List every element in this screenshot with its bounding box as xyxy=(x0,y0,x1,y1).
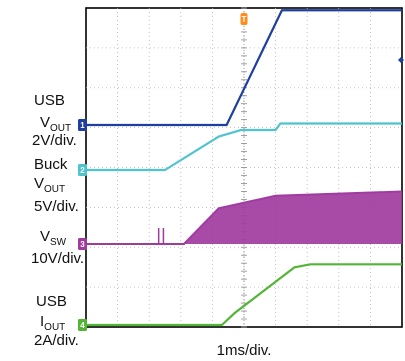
waveform-traces xyxy=(86,9,403,327)
ch1-label-line2: VOUT xyxy=(40,114,71,134)
ch2-label-line2: VOUT xyxy=(34,175,65,195)
ch4-label-line2: IOUT xyxy=(40,313,65,333)
ch3-marker-label: 3 xyxy=(80,240,85,249)
ch1-label-line1: USB xyxy=(34,92,65,109)
ch2-trace xyxy=(86,122,402,172)
ch3-ground-marker xyxy=(78,238,87,250)
channel-markers: 1 2 3 4 T xyxy=(78,13,404,331)
ch2-ground-marker xyxy=(78,164,87,176)
ch4-label-scale: 2A/div. xyxy=(34,332,79,349)
graticule xyxy=(86,7,402,328)
trigger-marker-label: T xyxy=(242,15,247,24)
ch4-marker-label: 4 xyxy=(80,321,85,330)
trigger-marker xyxy=(240,13,248,25)
ch4-label-line1: USB xyxy=(36,293,67,310)
trigger-level-marker xyxy=(398,57,404,63)
ch3-label-scale: 10V/div. xyxy=(31,250,84,267)
ch1-ground-marker xyxy=(78,119,87,131)
ch2-label-line1: Buck xyxy=(34,156,68,173)
ch2-label-scale: 5V/div. xyxy=(34,198,79,215)
ch1-marker-label: 1 xyxy=(80,121,85,130)
ch3-label-line1: VSW xyxy=(40,228,67,248)
ch4-trace xyxy=(86,263,402,327)
ch1-trace xyxy=(86,9,402,127)
ch2-marker-label: 2 xyxy=(80,166,85,175)
ch1-label-scale: 2V/div. xyxy=(32,132,77,149)
ch3-trace-envelope xyxy=(86,191,402,244)
x-axis-timebase: 1ms/div. xyxy=(217,342,272,359)
ch4-ground-marker xyxy=(78,319,87,331)
